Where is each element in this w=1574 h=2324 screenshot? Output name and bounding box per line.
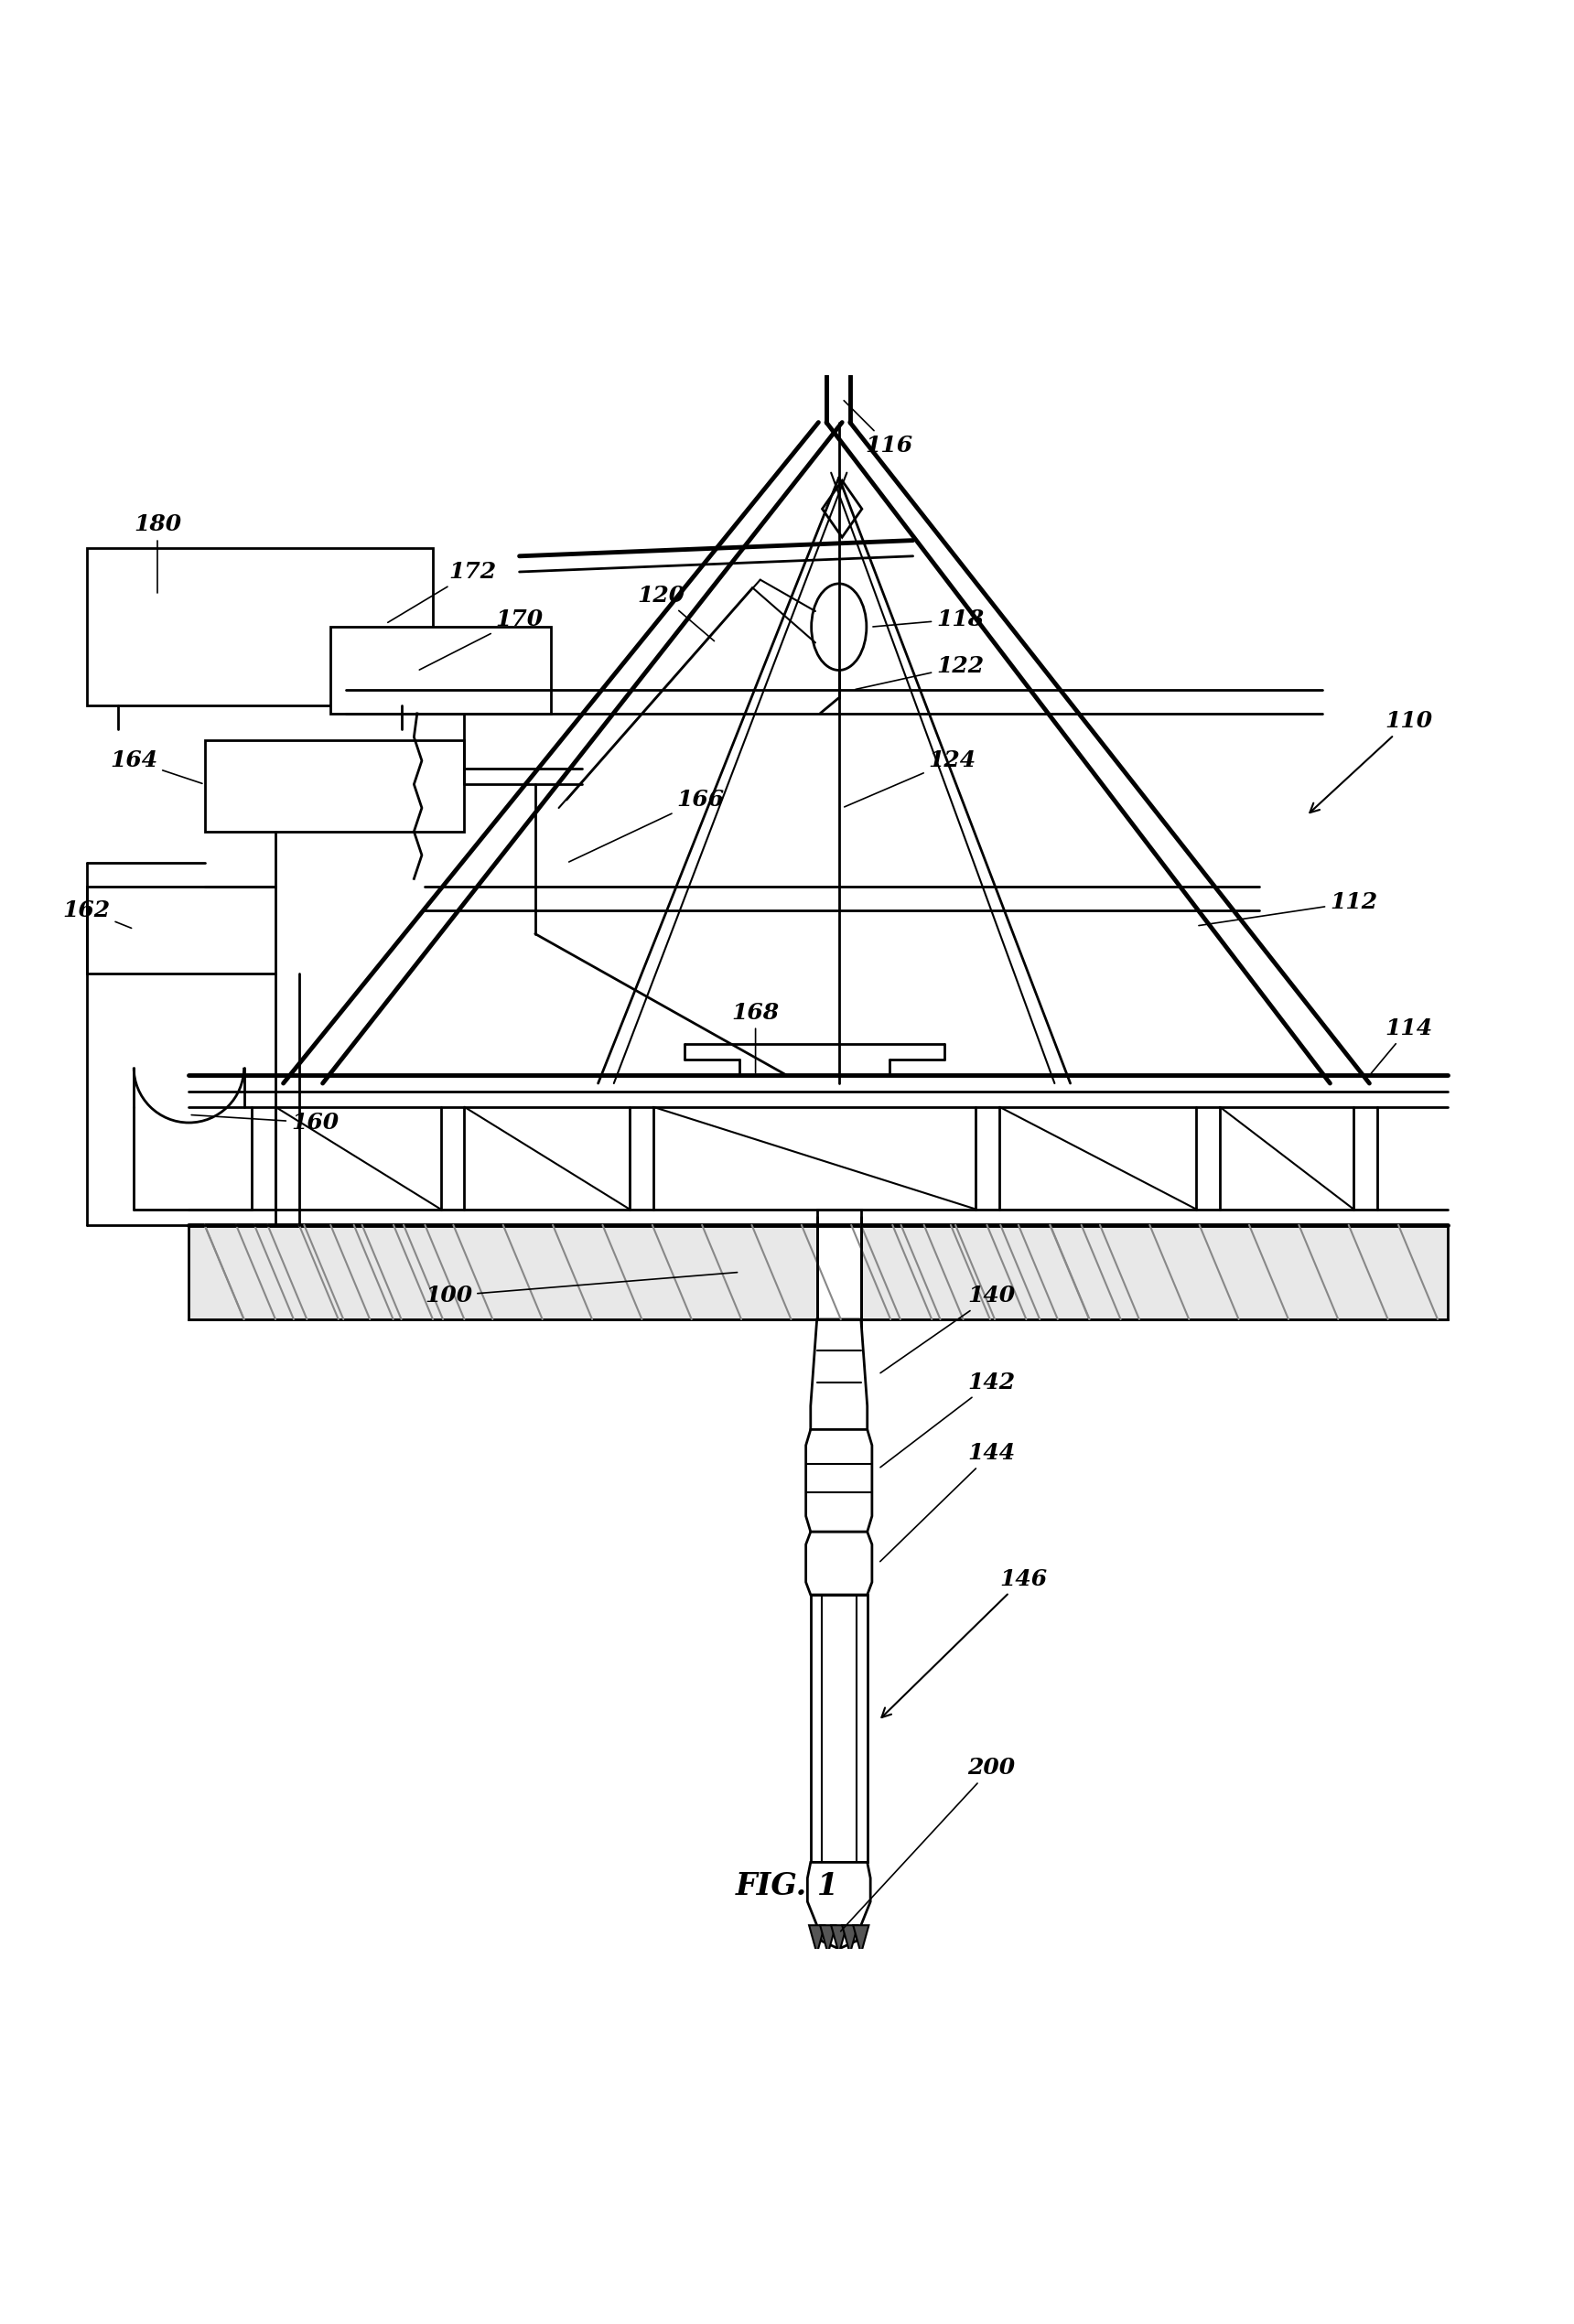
Text: 146: 146: [881, 1569, 1047, 1717]
Polygon shape: [809, 1924, 825, 1954]
Text: 116: 116: [844, 400, 913, 458]
Polygon shape: [831, 1924, 847, 1954]
Text: 140: 140: [880, 1285, 1015, 1373]
Bar: [87, 885, 275, 974]
Polygon shape: [811, 1320, 867, 1429]
Text: 164: 164: [110, 751, 201, 783]
Text: 122: 122: [856, 655, 984, 690]
Text: 162: 162: [63, 899, 132, 927]
Text: 118: 118: [874, 609, 984, 630]
Text: 100: 100: [425, 1271, 737, 1306]
Text: 180: 180: [134, 514, 181, 593]
Text: 160: 160: [192, 1111, 338, 1134]
Text: 200: 200: [841, 1757, 1015, 1931]
Text: 124: 124: [844, 751, 976, 806]
Text: 144: 144: [880, 1443, 1015, 1562]
Text: 120: 120: [637, 583, 715, 641]
Ellipse shape: [812, 583, 867, 669]
Polygon shape: [853, 1924, 869, 1954]
Text: 110: 110: [1310, 711, 1432, 813]
Polygon shape: [842, 1924, 858, 1954]
Polygon shape: [806, 1532, 872, 1594]
Bar: [205, 741, 464, 832]
Text: 168: 168: [732, 1002, 779, 1074]
Text: 170: 170: [419, 609, 543, 669]
Text: 142: 142: [880, 1371, 1015, 1466]
Text: 114: 114: [1371, 1018, 1432, 1074]
Polygon shape: [822, 481, 863, 537]
Polygon shape: [807, 1862, 870, 1950]
Polygon shape: [820, 1924, 836, 1954]
Bar: [817, 1208, 861, 1334]
Text: 166: 166: [568, 790, 724, 862]
Text: 172: 172: [387, 560, 496, 623]
Bar: [331, 627, 551, 713]
Bar: [189, 1225, 1448, 1320]
Text: 112: 112: [1199, 892, 1377, 925]
Bar: [811, 1594, 867, 1862]
Text: FIG. 1: FIG. 1: [735, 1871, 839, 1901]
Bar: [87, 548, 433, 706]
Polygon shape: [806, 1429, 872, 1532]
